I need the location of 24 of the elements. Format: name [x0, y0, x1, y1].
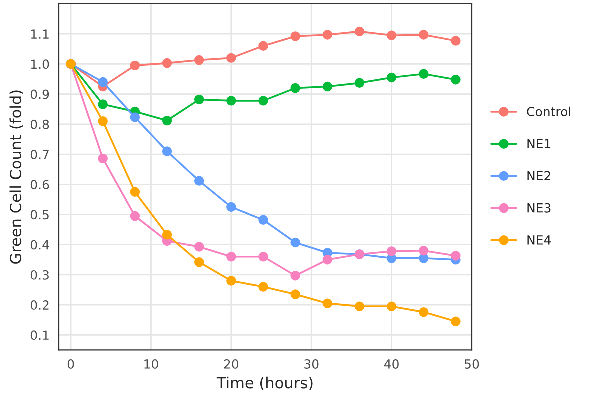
legend-label: NE3	[528, 203, 551, 213]
x-axis-title: Time (hours)	[216, 376, 313, 391]
x-tick-label: 10	[144, 359, 158, 369]
x-tick-label: 20	[224, 359, 239, 369]
y-tick-label: 0.5	[30, 210, 49, 220]
x-tick-label: 30	[304, 359, 319, 369]
x-tick-label: 0	[68, 359, 74, 369]
y-tick-label: 1.0	[31, 60, 50, 70]
legend-label: Control	[527, 106, 571, 117]
y-tick-label: 0.1	[30, 330, 49, 340]
y-tick-label: 0.4	[30, 240, 50, 250]
y-tick-label: 0.2	[30, 300, 49, 310]
y-tick-label: 0.8	[30, 120, 50, 130]
y-tick-label: 1.1	[31, 30, 49, 39]
y-tick-label: 0.7	[30, 150, 49, 160]
y-tick-label: 0.6	[30, 180, 50, 190]
y-tick-label: 0.9	[30, 90, 50, 100]
y-axis-title: Green Cell Count (fold)	[10, 90, 24, 264]
x-tick-label: 50	[465, 359, 480, 369]
y-tick-label: 0.3	[30, 270, 49, 280]
legend-label: NE2	[528, 171, 550, 181]
x-tick-label: 40	[384, 359, 399, 369]
legend-label: NE1	[528, 139, 551, 148]
legend-label: NE4	[528, 236, 552, 245]
